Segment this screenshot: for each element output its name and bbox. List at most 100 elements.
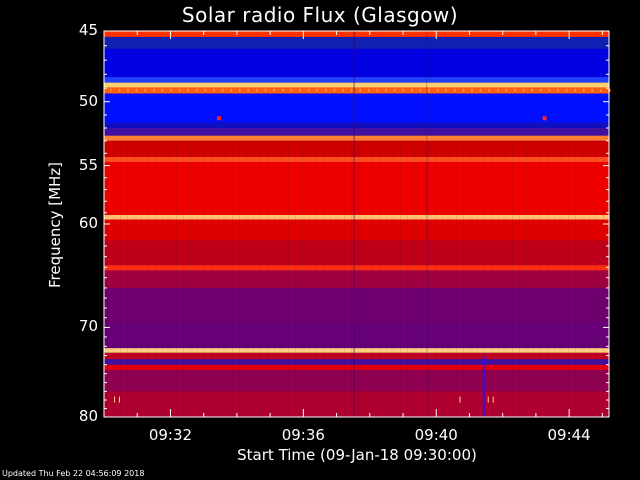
texture-stripe [162, 140, 163, 417]
marker-dot [213, 88, 215, 92]
texture-stripe [351, 140, 352, 417]
marker-dot [316, 88, 318, 92]
texture-stripe [330, 140, 331, 417]
texture-stripe [442, 140, 443, 417]
marker-dot [479, 88, 482, 92]
marker-dot [591, 88, 594, 92]
frequency-band [104, 157, 609, 162]
marker-dot [540, 88, 542, 92]
texture-stripe [414, 140, 415, 417]
texture-stripe [449, 140, 450, 417]
texture-stripe [365, 140, 366, 417]
frequency-band [104, 140, 609, 158]
marker-dot [497, 88, 499, 92]
frequency-band [104, 391, 609, 417]
marker-dot [230, 88, 232, 92]
marker-dot [522, 88, 525, 92]
marker-dot [393, 88, 396, 92]
spot [542, 116, 547, 121]
spot [216, 116, 221, 121]
texture-stripe [421, 140, 422, 417]
marker-dot [144, 88, 146, 92]
updated-footer: Updated Thu Feb 22 04:56:09 2018 [2, 469, 145, 478]
frequency-band [104, 135, 609, 141]
frequency-band [104, 265, 609, 271]
marker-dot [488, 88, 490, 92]
texture-stripe [428, 140, 429, 417]
texture-stripe [554, 140, 555, 417]
texture-stripe [309, 140, 310, 417]
x-axis-label: Start Time (09-Jan-18 09:30:00) [237, 446, 477, 464]
texture-stripe [246, 140, 247, 417]
texture-stripe [526, 140, 527, 417]
texture-stripe [204, 140, 205, 417]
marker-dot [436, 88, 439, 92]
spot [459, 396, 461, 403]
texture-stripe [106, 140, 107, 417]
spot [487, 396, 489, 403]
frequency-band [104, 219, 609, 241]
x-tick-label: 09:36 [281, 426, 325, 444]
frequency-band [104, 127, 609, 136]
marker-dot [127, 88, 129, 92]
frequency-band [104, 214, 609, 220]
marker-dot [325, 88, 327, 92]
texture-stripe [533, 140, 534, 417]
marker-dot [196, 88, 198, 92]
frequency-band [104, 93, 609, 123]
texture-stripe [323, 140, 324, 417]
marker-dot [187, 88, 189, 92]
texture-stripe [582, 140, 583, 417]
texture-stripe [295, 140, 296, 417]
frequency-band [104, 82, 609, 88]
marker-dot [368, 88, 370, 92]
texture-stripe [589, 140, 590, 417]
texture-stripe [141, 140, 142, 417]
marker-dot [600, 88, 602, 92]
texture-stripe [190, 140, 191, 417]
texture-stripe [127, 140, 128, 417]
marker-dot [359, 88, 361, 92]
texture-stripe [155, 140, 156, 417]
texture-stripe [197, 140, 198, 417]
texture-stripe [113, 140, 114, 417]
texture-stripe [561, 140, 562, 417]
marker-dot [583, 88, 585, 92]
frequency-band [104, 48, 609, 78]
frequency-band [104, 77, 609, 83]
frequency-band [104, 348, 609, 353]
frequency-band [104, 270, 609, 288]
texture-stripe [519, 140, 520, 417]
marker-dot [411, 88, 413, 92]
texture-stripe [596, 140, 597, 417]
frequency-band [104, 31, 609, 37]
x-tick-label: 09:44 [547, 426, 591, 444]
marker-dot [221, 88, 224, 92]
texture-stripe [435, 140, 436, 417]
texture-stripe [575, 140, 576, 417]
marker-dot [342, 88, 344, 92]
texture-stripe [540, 140, 541, 417]
y-tick-label: 45 [78, 21, 98, 39]
marker-dot [299, 88, 301, 92]
texture-stripe [169, 140, 170, 417]
marker-dot [110, 88, 112, 92]
texture-stripe [505, 140, 506, 417]
texture-stripe [225, 140, 226, 417]
texture-stripe [218, 140, 219, 417]
marker-dot [247, 88, 250, 92]
texture-stripe [281, 140, 282, 417]
texture-stripe [379, 140, 380, 417]
texture-stripe [547, 140, 548, 417]
frequency-band [104, 161, 609, 215]
marker-dot [239, 88, 241, 92]
texture-stripe [176, 140, 177, 417]
texture-stripe [512, 140, 513, 417]
texture-stripe [372, 140, 373, 417]
frequency-band [104, 240, 609, 266]
frequency-band [104, 352, 609, 360]
marker-dot [307, 88, 310, 92]
texture-stripe [274, 140, 275, 417]
